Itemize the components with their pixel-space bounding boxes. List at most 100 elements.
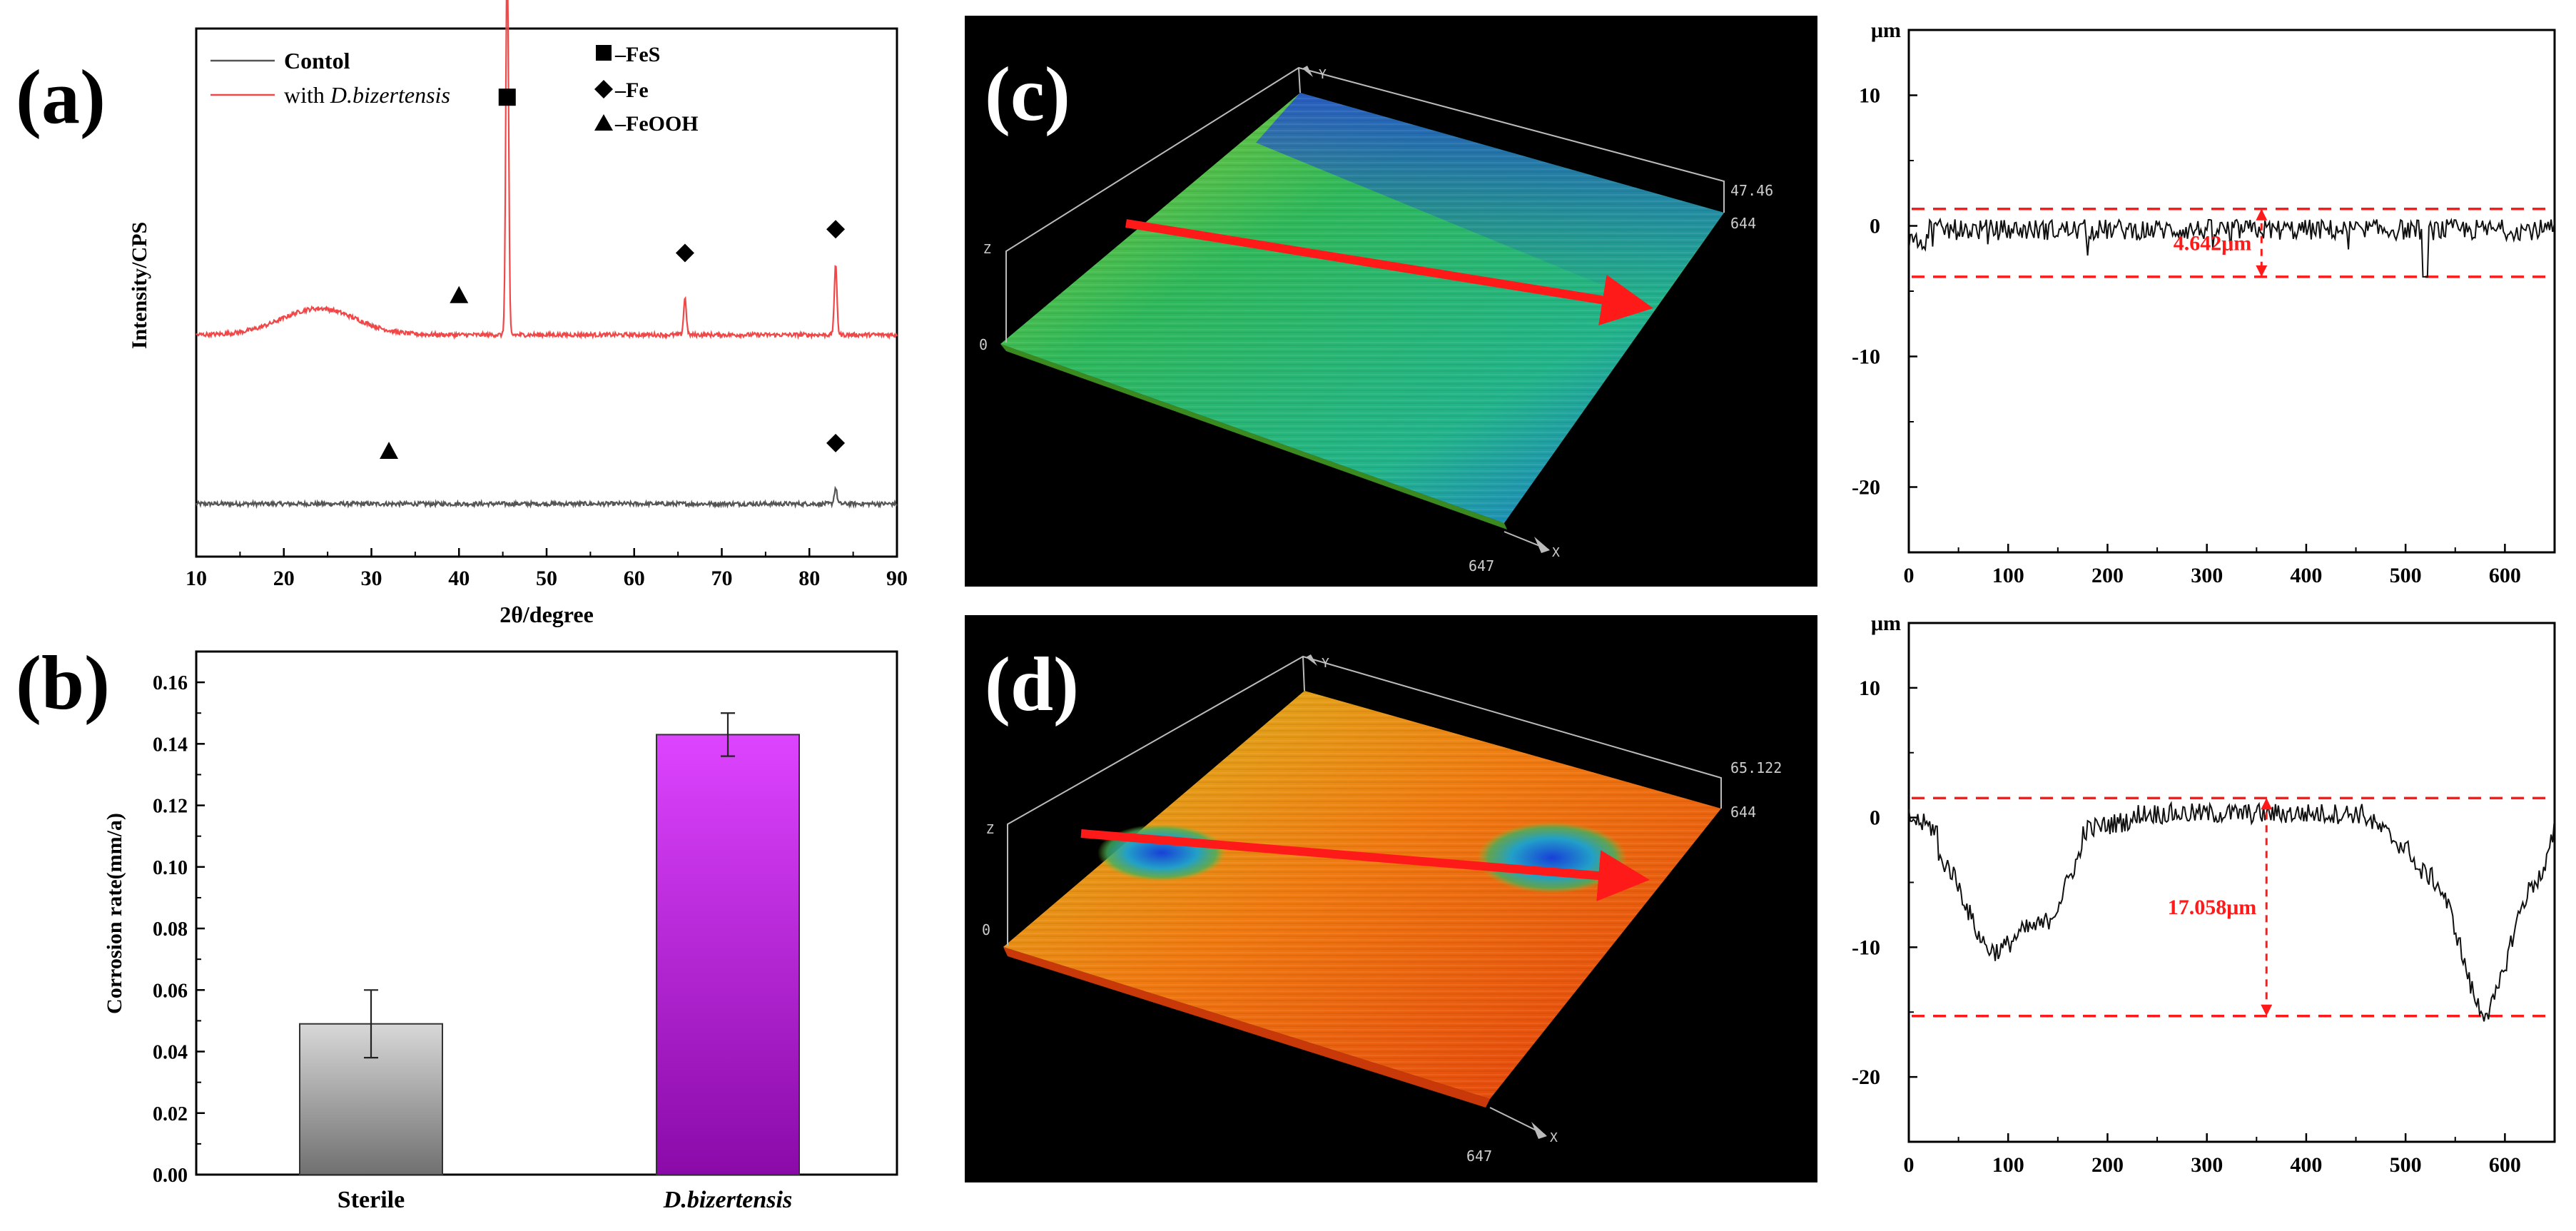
plot-frame-profile-d — [1907, 622, 2556, 1143]
y-tick-label: -10 — [1852, 345, 1880, 369]
x-tick-label-a: 90 — [886, 567, 908, 590]
x-extent-d: 647 — [1466, 1148, 1492, 1165]
y-tick-label-b: 0.08 — [153, 918, 188, 941]
x-tick-label: 200 — [2091, 1153, 2124, 1177]
z-axis-label-d: Z — [986, 822, 994, 837]
depth-annotation-d: 17.058μm — [2168, 798, 2273, 1016]
y-tick-label: -20 — [1852, 1065, 1880, 1089]
depth-label-d: 17.058μm — [2168, 896, 2257, 919]
x-axis-arrow-c — [1534, 537, 1550, 553]
y-unit-profile-c: μm — [1871, 19, 1901, 42]
x-axis-label-c: X — [1552, 545, 1560, 560]
depth-annotation-c: 4.642μm — [2174, 208, 2268, 277]
y-tick-label: -10 — [1852, 936, 1880, 959]
plot-frame-profile-c — [1907, 29, 2556, 554]
x-axis-label-d: X — [1550, 1130, 1558, 1145]
x-tick-label: 0 — [1904, 1153, 1915, 1177]
fe-marker — [826, 220, 846, 239]
y-tick-label-b: 0.12 — [153, 796, 188, 818]
y-extent-d: 644 — [1730, 804, 1756, 821]
y-tick-label-b: 0.02 — [153, 1103, 188, 1125]
x-tick-label-a: 80 — [798, 567, 820, 590]
series-line-control — [196, 485, 898, 510]
x-tick-label-a: 60 — [624, 567, 645, 590]
y-tick-label: 0 — [1870, 215, 1880, 238]
depth-arrow-head-bottom — [2261, 1004, 2273, 1016]
panel-letter-b: (b) — [16, 641, 110, 726]
feooh-marker — [450, 285, 469, 303]
y-tick-label-b: 0.14 — [153, 734, 188, 756]
y-axis-label-a: Intensity/CPS — [128, 222, 151, 349]
surface-streaks-c — [1000, 93, 1724, 523]
panel-d: Z Y X 65.122 644 647 0 (d) — [965, 615, 1817, 1182]
bar-d-bizertensis — [656, 734, 800, 1175]
panel-a: (a) 10 20 30 40 50 60 70 80 90 2θ/degree Intensi… — [16, 0, 908, 627]
origin-c: 0 — [979, 336, 988, 353]
y-tick-label-b: 0.10 — [153, 857, 188, 879]
x-tick-label: 100 — [1992, 1153, 2024, 1177]
fe-marker — [675, 243, 694, 263]
x-tick-label: 600 — [2489, 1153, 2521, 1177]
y-ticks-b: 0.00 0.02 0.04 0.06 0.08 0.10 0.12 0.14 0.16 — [153, 672, 205, 1187]
category-label: D.bizertensis — [663, 1187, 792, 1213]
panel-b: (b) 0.00 0.02 0.04 0.06 0.08 0.10 0.12 0.14 0.16… — [16, 641, 898, 1213]
y-tick-label: 10 — [1859, 84, 1880, 108]
feooh-marker — [380, 442, 399, 459]
x-axis-label-a: 2θ/degree — [500, 602, 594, 627]
x-tick-label-a: 70 — [711, 567, 733, 590]
y-axis-label-b: Corrosion rate(mm/a) — [103, 813, 126, 1014]
y-axis-arrow-c — [1302, 66, 1313, 77]
x-tick-label-a: 20 — [273, 567, 295, 590]
x-tick-label: 200 — [2091, 564, 2124, 587]
legend-label-control: Contol — [284, 48, 350, 74]
y-unit-profile-d: μm — [1871, 612, 1901, 635]
x-axis-arrow-d — [1531, 1122, 1547, 1139]
corrosion-pit-right — [1477, 822, 1627, 893]
x-tick-label: 0 — [1904, 564, 1915, 587]
y-tick-label-b: 0.06 — [153, 980, 188, 1002]
y-tick-label-b: 0.04 — [153, 1042, 188, 1064]
legend-label-d-bizertensis: with D.bizertensis — [284, 82, 450, 108]
panel-letter-a: (a) — [16, 55, 106, 140]
bars-b: Sterile D.bizertensis — [299, 712, 800, 1213]
legend-label-fe: –Fe — [614, 78, 649, 102]
profile-line-d — [1908, 801, 2555, 1022]
y-extent-c: 644 — [1730, 215, 1756, 232]
profile-arrow-d — [1080, 829, 1650, 902]
surface-plot-d: Z Y X 65.122 644 647 0 — [982, 654, 1782, 1165]
legend-diamond-marker — [594, 80, 613, 98]
plot-frame-b — [195, 650, 898, 1176]
y-tick-label-b: 0.16 — [153, 672, 188, 694]
x-tick-label: 400 — [2290, 564, 2322, 587]
series-line-d-bizertensis — [196, 0, 898, 340]
category-label: Sterile — [338, 1187, 405, 1213]
y-tick-label-b: 0.00 — [153, 1165, 188, 1187]
x-tick-label: 300 — [2191, 564, 2223, 587]
fes-marker — [498, 88, 516, 106]
depth-label-c: 4.642μm — [2174, 231, 2252, 255]
y-tick-label: -20 — [1852, 476, 1880, 500]
y-axis-arrow-d — [1306, 654, 1317, 666]
profile-arrow-c — [1125, 219, 1653, 326]
surface-side-c — [1000, 344, 1507, 530]
plot-frame-a — [195, 27, 898, 558]
legend-square-marker — [596, 45, 612, 61]
x-extent-c: 647 — [1469, 557, 1494, 574]
fe-marker — [826, 433, 846, 452]
x-tick-label: 400 — [2290, 1153, 2322, 1177]
x-tick-label: 100 — [1992, 564, 2024, 587]
x-tick-label-a: 50 — [536, 567, 557, 590]
max-value-c: 47.46 — [1730, 182, 1773, 199]
legend-label-italic: D.bizertensis — [330, 82, 450, 108]
phase-markers — [380, 88, 846, 459]
surface-side-d — [1003, 947, 1490, 1108]
legend-a: Contol with D.bizertensis –FeS –Fe –FeOO… — [211, 43, 699, 136]
depth-arrow-head-top — [2261, 798, 2273, 810]
legend-label-feooh: –FeOOH — [614, 112, 699, 136]
bounding-box-c-2 — [1298, 67, 1301, 93]
x-tick-label-a: 40 — [448, 567, 470, 590]
surface-plot-c: Z Y X 47.46 644 647 0 — [979, 66, 1773, 574]
